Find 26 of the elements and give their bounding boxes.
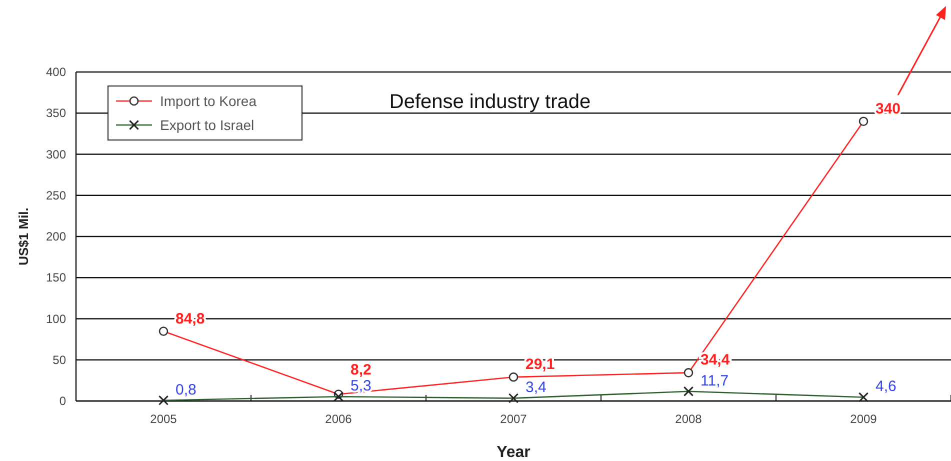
text: Defense industry trade bbox=[389, 91, 591, 113]
x-tick-label: 2008 bbox=[675, 412, 702, 426]
x-tick-label: 2009 bbox=[850, 412, 878, 426]
y-tick-label: 400 bbox=[46, 65, 66, 79]
data-label: 11,7 bbox=[700, 372, 729, 390]
y-tick-label: 200 bbox=[46, 230, 66, 244]
data-label: 4,6 bbox=[876, 378, 896, 396]
y-tick-label: 350 bbox=[46, 106, 66, 120]
y-axis-title: US$1 Mil. bbox=[16, 208, 31, 266]
x-tick-label: 2006 bbox=[325, 412, 352, 426]
y-tick-label: 50 bbox=[52, 352, 66, 367]
legend-label: Export to Israel bbox=[160, 117, 254, 133]
y-tick-label: 100 bbox=[46, 312, 66, 326]
data-label: 5,3 bbox=[350, 378, 372, 395]
legend-label: Import to Korea bbox=[160, 93, 257, 109]
data-label: 29,1 bbox=[526, 356, 555, 374]
x-tick-label: 2005 bbox=[150, 412, 178, 426]
x-tick-label: 2007 bbox=[500, 412, 528, 426]
data-label: 3,4 bbox=[526, 379, 546, 396]
data-label: 8,2 bbox=[350, 361, 372, 378]
x-axis-title: Year bbox=[496, 444, 530, 461]
data-label: 0,8 bbox=[176, 381, 196, 398]
y-tick-label: 150 bbox=[46, 270, 66, 285]
y-tick-label: 0 bbox=[59, 394, 66, 408]
y-tick-label: 300 bbox=[46, 147, 66, 162]
y-tick-label: 250 bbox=[46, 188, 66, 202]
